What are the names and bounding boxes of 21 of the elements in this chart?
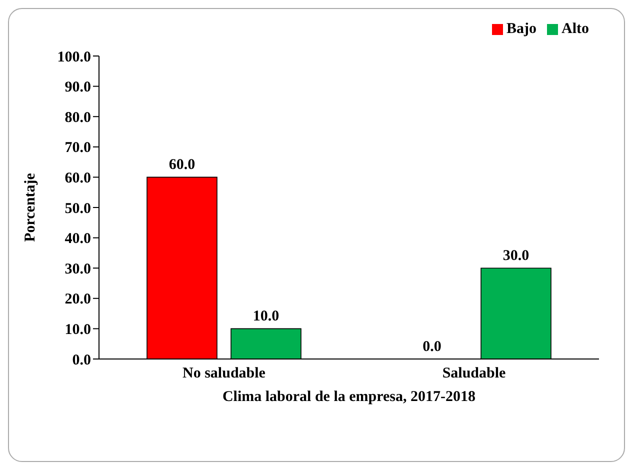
data-label: 60.0 [168,157,196,174]
data-label: 10.0 [252,308,280,325]
y-tick-label: 50.0 [64,200,91,217]
y-tick-label: 20.0 [64,292,91,308]
x-axis-title: Clima laboral de la empresa, 2017-2018 [222,389,476,405]
y-tick-label: 80.0 [64,110,91,126]
x-tick-label: No saludable [182,366,266,382]
y-tick-label: 70.0 [64,140,91,156]
y-tick-label: 90.0 [64,80,91,96]
y-tick-label: 10.0 [64,322,91,338]
y-tick-label: 0.0 [72,352,91,368]
y-tick-label: 60.0 [64,170,91,187]
y-tick-label: 30.0 [64,261,91,278]
y-tick-label: 40.0 [64,231,91,248]
y-axis-title: Porcentaje [22,172,38,242]
data-label: 30.0 [502,248,530,264]
x-tick-label: Saludable [442,366,506,382]
legend-label: Alto [562,21,589,37]
legend-label: Bajo [506,21,536,37]
data-label: 0.0 [422,338,442,355]
y-tick-label: 100.0 [57,49,91,66]
